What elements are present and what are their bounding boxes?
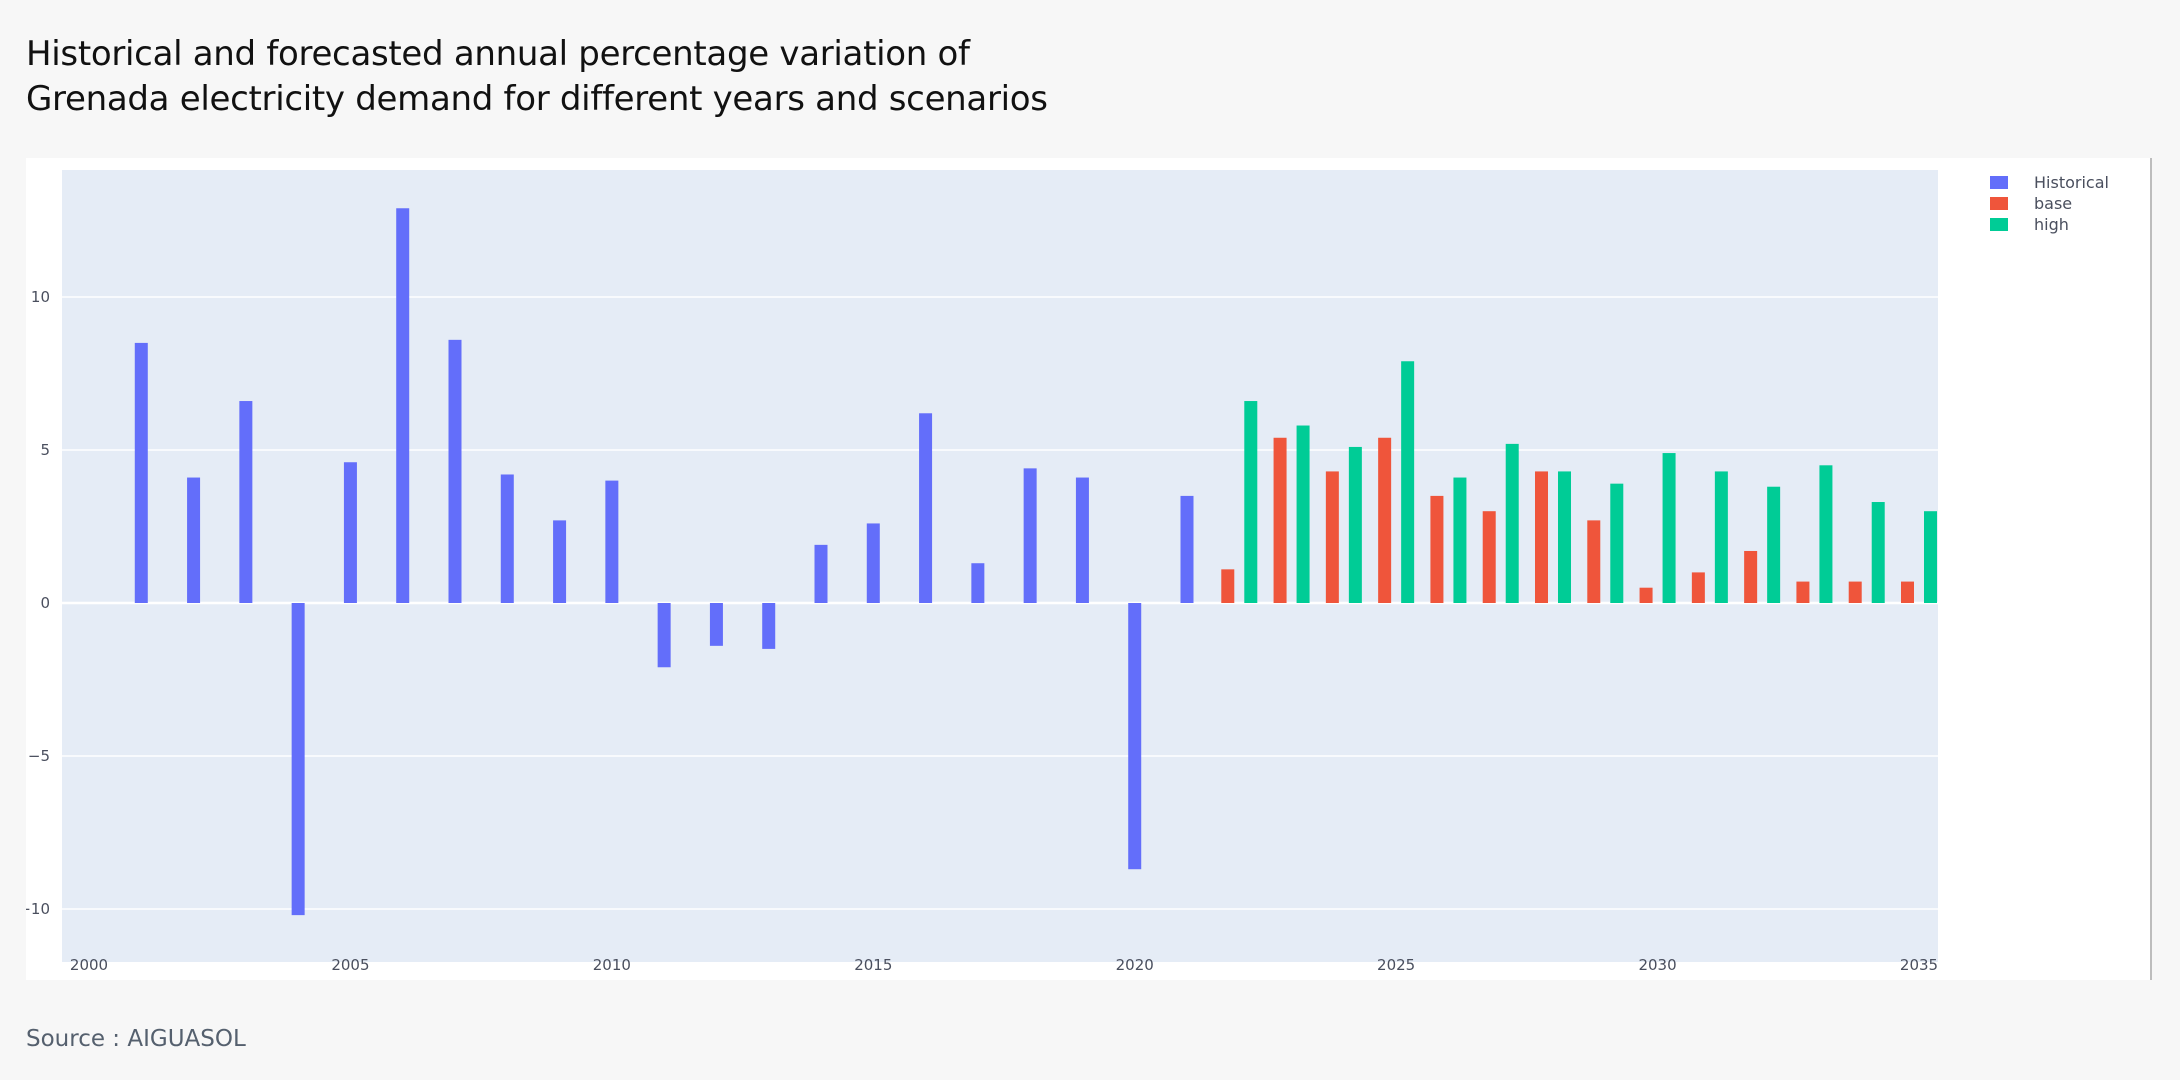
- chart-title-line-1: Historical and forecasted annual percent…: [26, 34, 970, 74]
- bar-high-2027: [1505, 443, 1519, 603]
- bar-high-2023: [1296, 425, 1310, 603]
- bar-base-2026: [1430, 495, 1444, 603]
- bar-historical-2010: [605, 480, 619, 603]
- bar-base-2034: [1848, 581, 1862, 603]
- bar-high-2031: [1714, 471, 1728, 603]
- x-tick-label: 2005: [331, 956, 369, 974]
- legend-swatch-base: [1990, 197, 2008, 210]
- bar-historical-2021: [1180, 495, 1194, 603]
- chart-title: Historical and forecasted annual percent…: [26, 32, 1226, 122]
- bar-high-2028: [1558, 471, 1572, 603]
- bar-historical-2016: [919, 413, 933, 603]
- bar-historical-2007: [448, 339, 462, 603]
- bar-base-2024: [1325, 471, 1339, 603]
- legend-label-base: base: [2034, 194, 2072, 213]
- y-tick-label: −10: [26, 900, 50, 918]
- bar-historical-2017: [971, 563, 985, 603]
- plot-background: [62, 170, 1938, 962]
- bar-high-2035: [1924, 511, 1938, 603]
- bar-base-2023: [1273, 437, 1287, 603]
- bar-base-2027: [1482, 511, 1496, 603]
- bar-historical-2019: [1075, 477, 1089, 603]
- bar-historical-2014: [814, 544, 828, 603]
- x-tick-label: 2010: [593, 956, 631, 974]
- bar-base-2031: [1691, 572, 1705, 603]
- bar-historical-2009: [553, 520, 567, 603]
- x-tick-label: 2025: [1377, 956, 1415, 974]
- y-tick-label: 10: [31, 288, 50, 306]
- y-tick-label: 0: [40, 594, 50, 612]
- axis-tick-labels: −10 −5 0 5 10 2000 2005 2010 2015 2020 2025 2030 203…: [26, 288, 1938, 974]
- legend: Historical base high: [1990, 173, 2109, 234]
- bar-base-2025: [1378, 437, 1392, 603]
- y-tick-label: −5: [28, 747, 50, 765]
- bar-base-2029: [1587, 520, 1601, 603]
- bar-chart: −10 −5 0 5 10 2000 2005 2010 2015 2020 2025 2030 203…: [26, 170, 2109, 974]
- bar-high-2026: [1453, 477, 1467, 603]
- chart-card-border: [2150, 158, 2152, 980]
- bar-high-2024: [1348, 446, 1362, 603]
- bar-high-2033: [1819, 465, 1833, 603]
- bar-historical-2012: [709, 603, 723, 646]
- bar-historical-2001: [134, 342, 148, 603]
- grid-lines: [62, 296, 1938, 910]
- bar-historical-2020: [1128, 603, 1142, 870]
- x-tick-label: 2000: [70, 956, 108, 974]
- legend-swatch-historical: [1990, 176, 2008, 189]
- bar-high-2025: [1401, 361, 1415, 603]
- bar-base-2032: [1744, 550, 1758, 603]
- bar-base-2022: [1221, 569, 1235, 603]
- legend-swatch-high: [1990, 218, 2008, 231]
- bar-base-2030: [1639, 587, 1653, 603]
- bar-historical-2008: [500, 474, 514, 603]
- bar-base-2035: [1900, 581, 1914, 603]
- bar-historical-2015: [866, 523, 880, 603]
- x-tick-label: 2020: [1116, 956, 1154, 974]
- bar-high-2029: [1610, 483, 1624, 603]
- source-note: Source : AIGUASOL: [26, 1026, 246, 1052]
- x-tick-label: 2015: [854, 956, 892, 974]
- bar-high-2022: [1244, 401, 1258, 603]
- legend-label-historical: Historical: [2034, 173, 2109, 192]
- x-tick-label: 2030: [1638, 956, 1676, 974]
- bar-high-2034: [1871, 502, 1885, 603]
- y-tick-label: 5: [40, 441, 50, 459]
- bar-historical-2013: [762, 603, 776, 649]
- bar-historical-2002: [187, 477, 201, 603]
- bars: [134, 208, 1938, 916]
- bar-high-2030: [1662, 453, 1676, 603]
- chart-title-line-2: Grenada electricity demand for different…: [26, 79, 1048, 119]
- x-tick-label: 2035: [1900, 956, 1938, 974]
- bar-historical-2004: [291, 603, 305, 916]
- bar-historical-2005: [343, 462, 357, 603]
- bar-historical-2006: [396, 208, 410, 603]
- legend-label-high: high: [2034, 215, 2069, 234]
- bar-historical-2018: [1023, 468, 1037, 603]
- bar-high-2032: [1767, 486, 1781, 603]
- bar-base-2033: [1796, 581, 1810, 603]
- bar-base-2028: [1534, 471, 1548, 603]
- chart-card: −10 −5 0 5 10 2000 2005 2010 2015 2020 2025 2030 203…: [26, 158, 2152, 980]
- bar-historical-2003: [239, 401, 253, 603]
- bar-historical-2011: [657, 603, 671, 668]
